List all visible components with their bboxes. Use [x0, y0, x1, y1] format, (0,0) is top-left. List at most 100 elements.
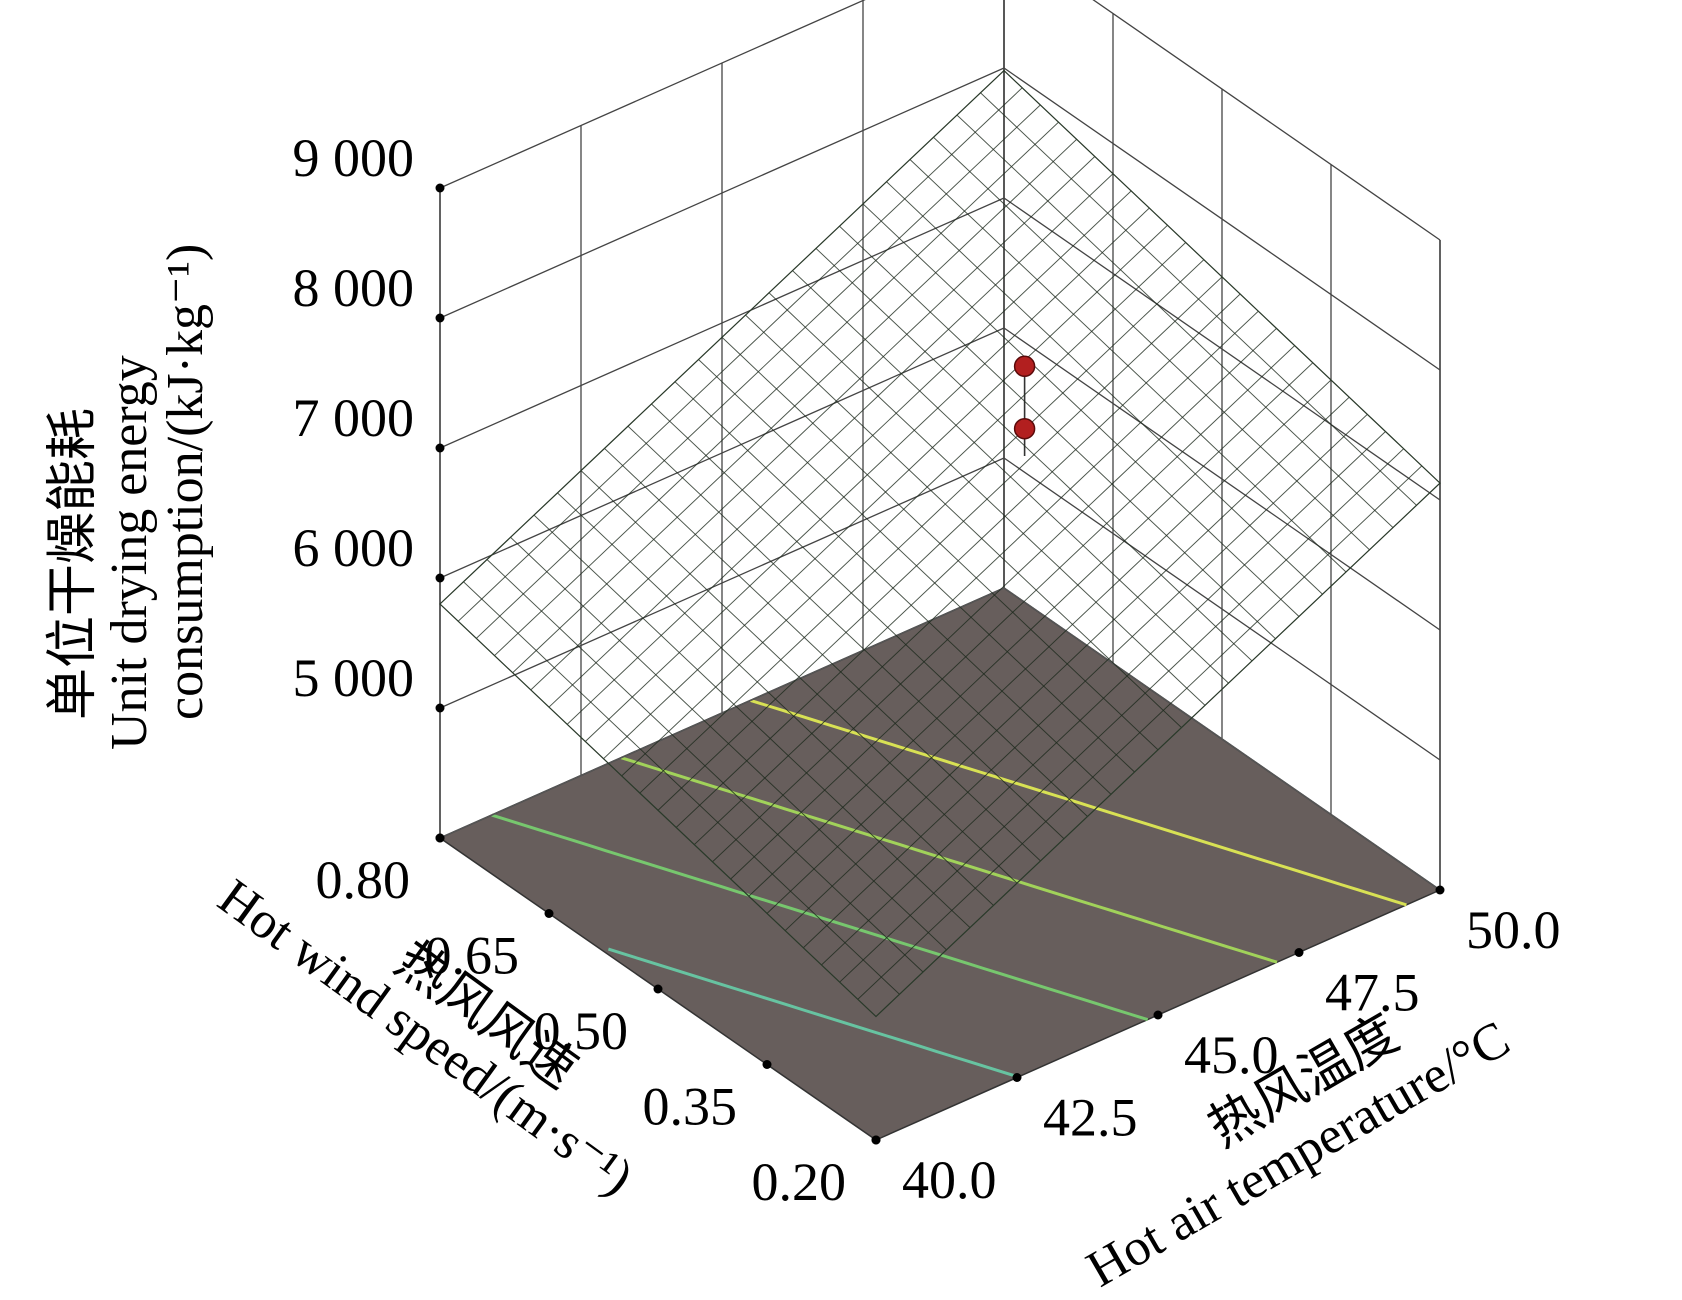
surface-cell — [866, 451, 910, 493]
surface-cell — [566, 701, 610, 743]
surface-cell — [674, 358, 718, 400]
surface-cell — [1238, 581, 1282, 623]
surface-cell — [1078, 251, 1122, 293]
surface-cell — [712, 528, 756, 570]
surface-cell — [1153, 456, 1196, 497]
surface-cell — [1379, 448, 1423, 489]
surface-cell — [1216, 293, 1259, 335]
surface-cell — [689, 550, 733, 592]
surface-cell — [778, 501, 821, 543]
surface-cell — [1168, 648, 1211, 689]
surface-outline — [439, 69, 1441, 1018]
y-tick-label: 0.65 — [425, 926, 520, 986]
surface-cell — [1220, 564, 1264, 605]
surface-cell — [678, 629, 722, 671]
surface-cell — [1124, 517, 1168, 559]
z-tick-label: 7 000 — [293, 388, 415, 448]
surface-cell — [931, 424, 975, 466]
z-tick-label: 8 000 — [293, 258, 415, 318]
surface-cell — [1098, 404, 1142, 446]
surface-cell — [986, 476, 1030, 517]
surface-cell — [843, 474, 887, 515]
surface-cell — [694, 511, 738, 553]
surface-cell — [553, 644, 597, 686]
surface-cell — [1122, 382, 1165, 424]
surface-cell — [794, 383, 837, 424]
surface-cell — [934, 560, 977, 601]
surface-cell — [1169, 337, 1212, 379]
x-tick-mark — [1294, 948, 1304, 957]
surface-cell — [796, 518, 840, 560]
surface-cell — [1140, 399, 1184, 441]
surface-cell — [815, 225, 859, 267]
surface-cell — [1145, 360, 1189, 401]
surface-cell — [624, 578, 668, 619]
surface-cell — [1205, 372, 1249, 413]
surface-cell — [1337, 453, 1381, 494]
surface-cell — [1038, 392, 1082, 434]
surface-cell — [645, 420, 689, 462]
surface-cell — [828, 282, 872, 323]
surface-cell — [1218, 428, 1262, 470]
surface-cell — [1064, 505, 1108, 547]
x-tick-label: 47.5 — [1325, 963, 1420, 1023]
surface-cell — [1127, 342, 1171, 384]
surface-cell — [1149, 630, 1193, 672]
surface-cell — [810, 264, 853, 306]
surface-cell — [590, 679, 633, 720]
surface-cell — [734, 371, 778, 412]
surface-cell — [958, 227, 1002, 269]
surface-cell — [1093, 443, 1137, 485]
surface-cell — [1158, 416, 1202, 458]
surface-cell — [950, 441, 993, 483]
surface-cell — [951, 131, 994, 173]
surface-cell — [741, 467, 785, 508]
surface-cell — [1189, 490, 1233, 532]
surface-cell — [879, 508, 923, 550]
surface-cell — [786, 287, 830, 328]
surface-cell — [987, 165, 1031, 207]
surface-cell — [1016, 104, 1060, 146]
surface-cell — [595, 639, 639, 681]
surface-cell — [707, 568, 751, 609]
surface-cell — [1350, 509, 1394, 551]
surface-cell — [512, 649, 555, 691]
surface-cell — [1075, 426, 1118, 468]
surface-cell — [1053, 584, 1097, 626]
surface-cell — [862, 181, 906, 222]
surface-cell — [1096, 269, 1140, 310]
surface-cell — [947, 306, 991, 348]
surface-cell — [832, 552, 876, 594]
z-tick-label: 9 000 — [293, 128, 415, 188]
surface-cell — [1247, 367, 1290, 408]
surface-cell — [888, 294, 931, 335]
surface-cell — [1028, 471, 1071, 512]
surface-cell — [1278, 440, 1321, 482]
surface-cell — [1332, 492, 1376, 534]
surface-cell — [994, 261, 1038, 303]
surface-cell — [1113, 596, 1157, 638]
surface-cell — [1173, 608, 1217, 650]
surface-cell — [822, 321, 866, 363]
surface-cell — [1116, 421, 1160, 463]
surface-cell — [475, 615, 519, 657]
surface-cell — [1283, 401, 1327, 443]
surface-cell — [697, 336, 741, 378]
surface-cell — [1191, 625, 1235, 667]
surface-cell — [522, 571, 566, 612]
y-tick-mark — [435, 833, 445, 843]
surface-cell — [926, 464, 970, 505]
surface-cell — [673, 669, 717, 710]
surface-cell — [1156, 281, 1200, 322]
surface-cell — [1225, 524, 1269, 566]
surface-cell — [1256, 598, 1300, 640]
surface-cell — [953, 267, 997, 308]
surface-cell — [838, 203, 882, 245]
surface-cell — [1252, 327, 1296, 369]
surface-cell — [608, 696, 652, 738]
y-tick-mark — [762, 1060, 772, 1069]
surface-cell — [1285, 536, 1329, 578]
surface-cell — [804, 304, 848, 346]
surface-cell — [848, 434, 892, 476]
surface-cell — [992, 126, 1036, 168]
